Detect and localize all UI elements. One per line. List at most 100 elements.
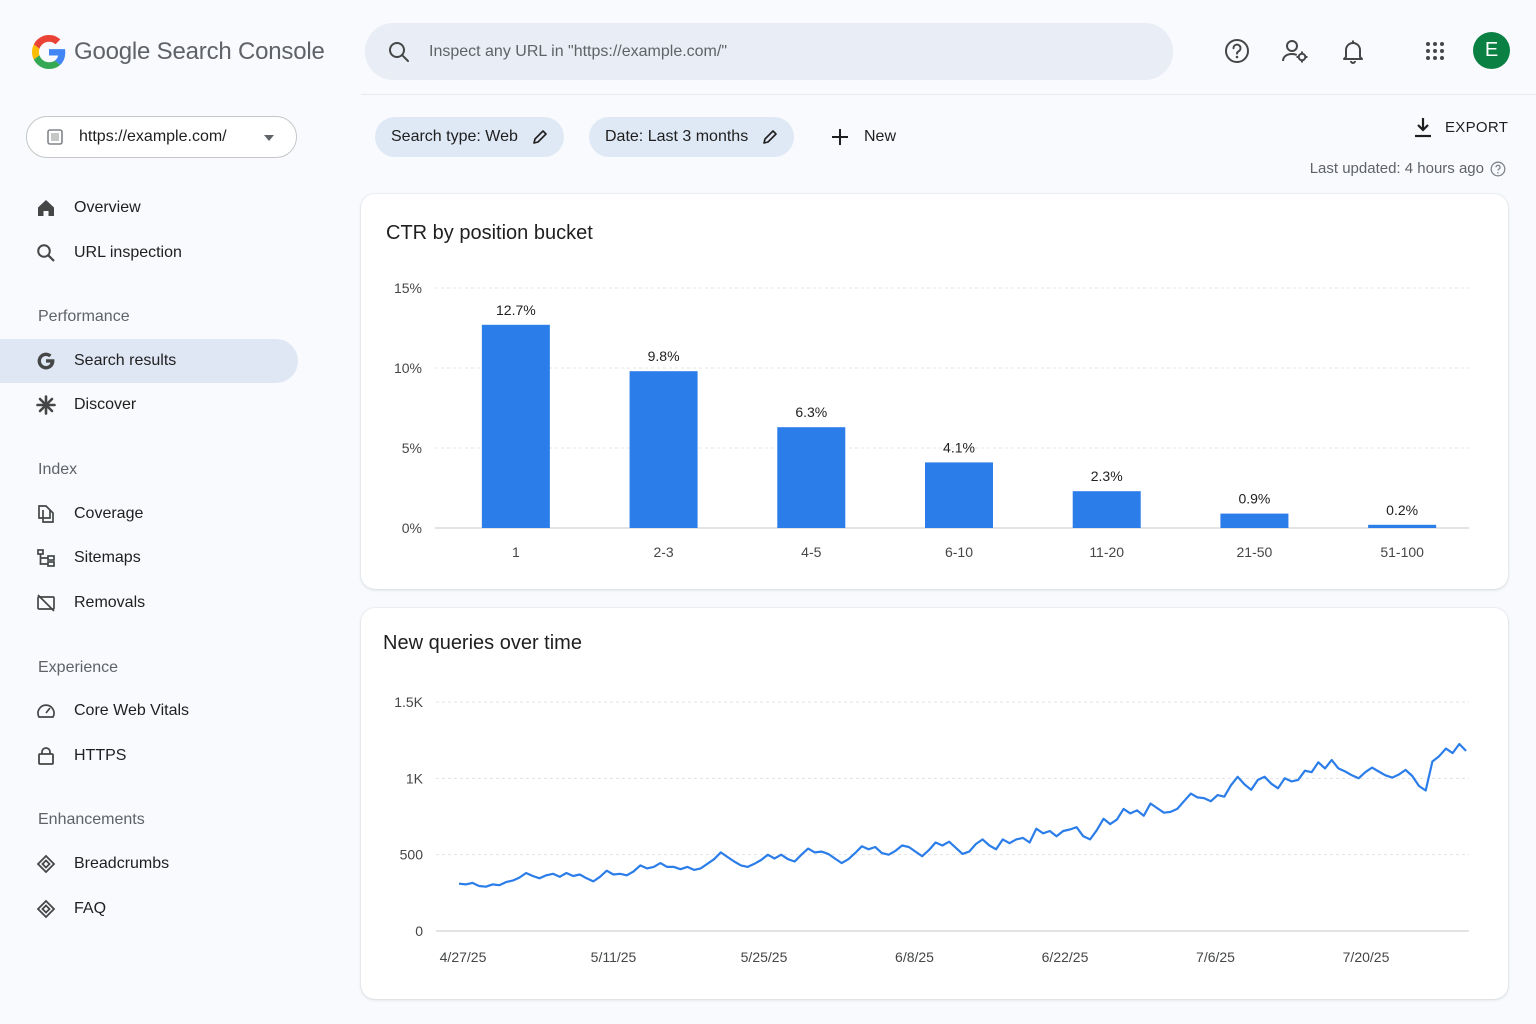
sidebar-section-enhancements: Enhancements: [38, 811, 145, 828]
y-tick-label: 0: [415, 923, 423, 939]
x-tick-label: 1: [512, 544, 520, 560]
series-line: [458, 742, 1467, 888]
x-tick-label: 51-100: [1380, 544, 1424, 560]
sidebar-item-label: Search results: [74, 352, 177, 369]
x-tick-label: 6-10: [945, 544, 973, 560]
sidebar-item-label: FAQ: [74, 900, 107, 917]
date-chip[interactable]: Date: Last 3 months: [589, 117, 795, 157]
property-selector[interactable]: https://example.com/: [26, 116, 297, 158]
y-tick-label: 10%: [394, 360, 422, 376]
x-tick-label: 7/6/25: [1196, 949, 1235, 965]
x-tick-label: 5/11/25: [591, 949, 637, 965]
sidebar-item-label: Discover: [74, 396, 137, 413]
url-inspect-search[interactable]: Inspect any URL in "https://example.com/…: [365, 23, 1173, 80]
y-tick-label: 1K: [406, 770, 424, 786]
export-label: EXPORT: [1445, 118, 1509, 136]
sidebar-item-coverage[interactable]: Coverage: [0, 492, 298, 536]
sidebar-item-discover[interactable]: Discover: [0, 383, 298, 427]
export-button[interactable]: EXPORT: [1413, 114, 1508, 140]
line-chart: 0 500 1K 1.5K 4/27/25 5/11/25 5/25/25 6/8/25 6/2…: [394, 694, 1469, 965]
diamond-icon: [36, 854, 56, 874]
sidebar-item-label: Breadcrumbs: [74, 855, 170, 872]
sidebar-item-label: HTTPS: [74, 747, 127, 764]
home-icon: [36, 198, 56, 218]
help-icon[interactable]: [1222, 36, 1252, 66]
chevron-down-icon: [264, 135, 274, 141]
last-updated: Last updated: 4 hours ago: [1310, 160, 1506, 177]
bar-data-label: 0.9%: [1238, 491, 1270, 507]
apps-grid-icon[interactable]: [1420, 36, 1450, 66]
sidebar-item-label: Core Web Vitals: [74, 702, 190, 719]
search-input[interactable]: Inspect any URL in "https://example.com/…: [429, 42, 728, 60]
property-favicon-icon: [47, 129, 63, 145]
bar-data-label: 6.3%: [795, 404, 827, 420]
removals-icon: [36, 593, 56, 613]
sidebar-item-overview[interactable]: Overview: [0, 186, 298, 230]
sidebar-item-search-results[interactable]: Search results: [0, 339, 298, 383]
y-tick-label: 0%: [402, 520, 422, 536]
search-icon: [389, 41, 409, 62]
sidebar-section-index: Index: [38, 461, 78, 478]
x-tick-label: 5/25/25: [741, 949, 788, 965]
bar-data-label: 2.3%: [1091, 468, 1123, 484]
brand-google: Google: [74, 38, 151, 65]
last-updated-text: Last updated: 4 hours ago: [1309, 160, 1484, 177]
search-type-chip[interactable]: Search type: Web: [375, 117, 564, 157]
gauge-icon: [36, 701, 56, 721]
sidebar-item-https[interactable]: HTTPS: [0, 734, 298, 778]
sidebar-item-label: Removals: [74, 594, 146, 611]
chip-label: Date: Last 3 months: [605, 128, 749, 145]
sidebar-item-url-inspection[interactable]: URL inspection: [0, 231, 298, 275]
y-tick-label: 15%: [394, 280, 422, 296]
bar: [777, 427, 846, 528]
pages-icon: [36, 504, 56, 524]
bar-data-label: 0.2%: [1386, 502, 1418, 518]
lock-icon: [36, 746, 56, 766]
x-tick-label: 2-3: [653, 544, 673, 560]
sitemap-icon: [36, 548, 56, 568]
manage-users-icon[interactable]: [1280, 36, 1310, 66]
bar: [1220, 513, 1289, 528]
x-tick-label: 6/22/25: [1042, 949, 1089, 965]
new-filter-label: New: [864, 128, 897, 145]
x-tick-label: 4-5: [801, 544, 821, 560]
new-filter-button[interactable]: New: [830, 122, 896, 152]
bar: [1368, 524, 1437, 528]
bar-data-label: 9.8%: [648, 348, 680, 364]
app-logo[interactable]: Google Search Console: [32, 32, 325, 72]
ctr-chart-card: CTR by position bucket 0% 5% 10% 15% 12.7% 1 9…: [361, 194, 1508, 589]
bar: [1072, 491, 1141, 528]
download-icon: [1415, 118, 1431, 138]
y-tick-label: 500: [400, 847, 424, 863]
bar: [629, 371, 698, 528]
diamond-icon: [36, 899, 56, 919]
account-avatar[interactable]: E: [1473, 32, 1510, 69]
header-divider: [361, 94, 1536, 95]
x-tick-label: 6/8/25: [895, 949, 934, 965]
sidebar-section-experience: Experience: [38, 659, 119, 676]
y-tick-label: 5%: [402, 440, 422, 456]
sidebar-item-label: Overview: [74, 199, 141, 216]
chip-label: Search type: Web: [391, 128, 518, 145]
bell-icon[interactable]: [1338, 36, 1368, 66]
google-g-icon: [36, 351, 56, 371]
google-logo-icon: [32, 35, 66, 69]
sidebar-item-sitemaps[interactable]: Sitemaps: [0, 536, 298, 580]
chart-title: New queries over time: [383, 632, 582, 654]
sidebar-item-breadcrumbs[interactable]: Breadcrumbs: [0, 842, 298, 886]
bar: [481, 324, 550, 528]
brand-product: Search Console: [156, 38, 325, 65]
bar-chart: 0% 5% 10% 15% 12.7% 1 9.8% 2-3 6.3% 4-5 4.1% 6-10 2.…: [394, 280, 1469, 560]
sidebar-item-label: Coverage: [74, 505, 144, 522]
sidebar-item-label: URL inspection: [74, 244, 182, 261]
sidebar-item-label: Sitemaps: [74, 549, 141, 566]
product-name: Google Search Console: [74, 38, 325, 66]
bar-data-label: 12.7%: [496, 302, 536, 318]
sidebar-item-core-web-vitals[interactable]: Core Web Vitals: [0, 689, 298, 733]
sidebar-item-removals[interactable]: Removals: [0, 581, 298, 625]
sidebar-item-faq[interactable]: FAQ: [0, 887, 298, 931]
x-tick-label: 4/27/25: [440, 949, 487, 965]
x-tick-label: 7/20/25: [1343, 949, 1390, 965]
help-outline-icon[interactable]: [1490, 161, 1506, 177]
new-queries-chart-card: New queries over time 0 500 1K 1.5K 4/27/25 5…: [361, 608, 1508, 999]
